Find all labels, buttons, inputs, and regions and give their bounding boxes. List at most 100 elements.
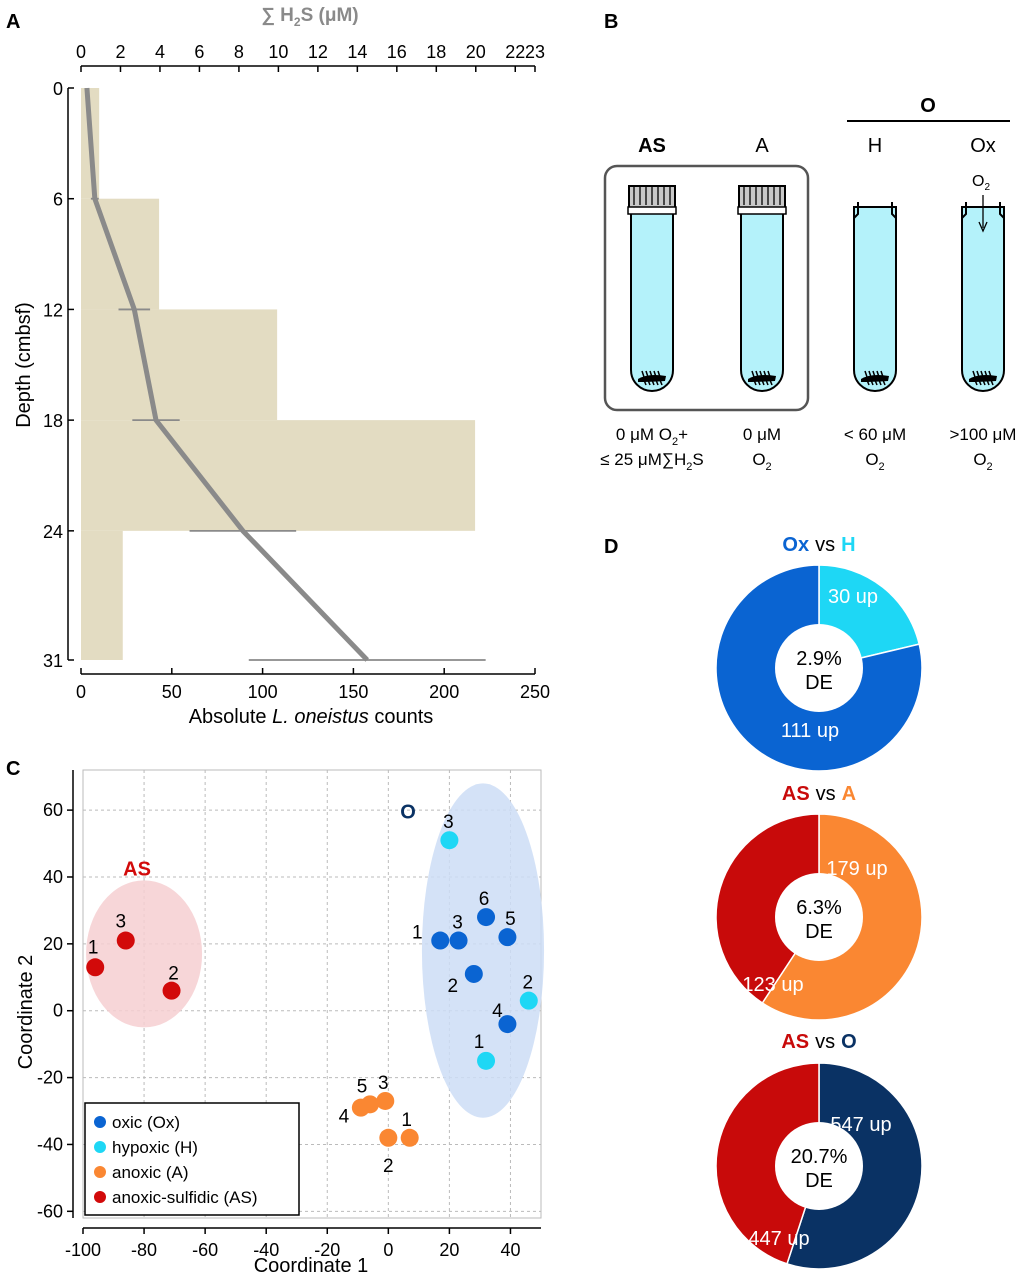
condition-line-1: < 60 μM	[844, 425, 906, 444]
top-tick-label: 16	[387, 42, 407, 62]
de-label: DE	[805, 1170, 833, 1192]
bottom-tick-label: 100	[248, 682, 278, 702]
animal-hair	[880, 370, 884, 378]
legend-swatch	[94, 1141, 106, 1153]
x-tick-label: 40	[500, 1240, 520, 1260]
condition-text: 0 μM	[743, 425, 781, 444]
tube-label: A	[755, 135, 769, 157]
animal-hair	[643, 379, 647, 386]
point-hypoxic	[440, 831, 459, 850]
animal-hair	[988, 370, 992, 378]
point-hypoxic	[477, 1051, 496, 1070]
point-label: 4	[339, 1107, 350, 1128]
point-anoxic-sulfidic	[116, 931, 135, 950]
legend-box	[84, 1102, 300, 1216]
donut-slice	[715, 564, 923, 772]
point-hypoxic	[519, 991, 538, 1010]
legend: oxic (Ox) hypoxic (H) anoxic (A) anoxic-sul…	[84, 1102, 300, 1216]
animal-hair	[763, 370, 767, 378]
h2s-axis-title: ∑ H2S (μM)	[261, 5, 358, 29]
de-percentage: 6.3%	[796, 897, 842, 919]
animal-hair	[868, 370, 872, 378]
animal-hair	[872, 370, 876, 378]
tube-body	[740, 212, 784, 392]
point-label: 1	[474, 1032, 485, 1053]
point-anoxic-sulfidic	[86, 958, 105, 977]
axes: -100 -80 -60 -40 -20 0 20 40 -60 -40 -20 0 20 40 60	[37, 770, 541, 1260]
count-axis-title: Absolute L. oneistus counts	[189, 706, 434, 728]
condition-line-2: O2	[865, 450, 884, 473]
top-tick-label: 18	[426, 42, 446, 62]
o2-arrow-head	[978, 221, 988, 233]
animal-hair	[982, 379, 986, 386]
y-tick-label: -60	[37, 1201, 63, 1221]
condition-text: O	[752, 450, 765, 469]
tube-body	[853, 206, 897, 392]
title-group-b: H	[841, 534, 855, 556]
animal-hair	[645, 370, 649, 378]
top-tick-label: 4	[155, 42, 165, 62]
cap-rim	[737, 206, 787, 215]
animal-body	[861, 375, 889, 382]
tube-body	[961, 206, 1005, 392]
point-anoxic	[361, 1095, 380, 1114]
condition-line-1: >100 μM	[950, 425, 1017, 444]
condition-text: O	[865, 450, 878, 469]
animal-body	[638, 375, 666, 382]
donut-slice	[715, 1062, 820, 1265]
animal-hair	[755, 370, 759, 378]
panel-a-letter: A	[6, 11, 20, 33]
condition-line-2: O2	[752, 450, 771, 473]
anoxic-group-box	[603, 164, 810, 412]
legend-label: anoxic-sulfidic (AS)	[112, 1188, 258, 1207]
animal-hair	[649, 370, 653, 378]
tube-a: A 0 μM O2	[737, 135, 787, 473]
x-tick-label: 20	[439, 1240, 459, 1260]
point-label: 1	[412, 923, 423, 944]
point-label: 6	[479, 889, 490, 910]
slice-label: 179 up	[826, 858, 887, 880]
donut-hole	[775, 624, 863, 712]
count-bars	[81, 88, 476, 660]
top-tick-label: 23	[525, 42, 545, 62]
de-label: DE	[805, 921, 833, 943]
animal-hair	[976, 370, 980, 378]
slice-label: 547 up	[830, 1114, 891, 1136]
condition-line-1: 0 μM	[743, 425, 781, 444]
title-group-b: O	[841, 1031, 857, 1053]
tube-body	[630, 212, 674, 392]
cluster-label: O	[400, 801, 416, 823]
point-oxic	[498, 928, 517, 947]
animal-hair	[757, 379, 761, 386]
point-oxic	[449, 931, 468, 950]
subscript: 2	[672, 436, 678, 448]
legend-label: hypoxic (H)	[112, 1138, 198, 1157]
point-anoxic	[400, 1128, 419, 1147]
bottom-tick-label: 200	[429, 682, 459, 702]
count-bar	[81, 530, 123, 660]
animal-hair	[753, 379, 757, 386]
point-label: 4	[492, 1001, 503, 1022]
x-tick-label: -40	[253, 1240, 279, 1260]
animal-icon	[969, 370, 997, 386]
legend-swatch	[94, 1116, 106, 1128]
y-tick-label: -20	[37, 1068, 63, 1088]
bottom-tick-label: 50	[162, 682, 182, 702]
animal-hair	[990, 379, 994, 386]
condition-line-2: O2	[973, 450, 992, 473]
subscript: 2	[984, 182, 990, 193]
clusters: AS O	[86, 783, 545, 1118]
animal-hair	[874, 379, 878, 386]
point-label: 2	[168, 964, 179, 985]
donut-hole	[775, 1122, 863, 1210]
condition-line-1: 0 μM O2+	[616, 425, 688, 448]
top-tick-label: 10	[268, 42, 288, 62]
tube-label: AS	[638, 135, 666, 157]
point-label: 3	[443, 812, 454, 833]
